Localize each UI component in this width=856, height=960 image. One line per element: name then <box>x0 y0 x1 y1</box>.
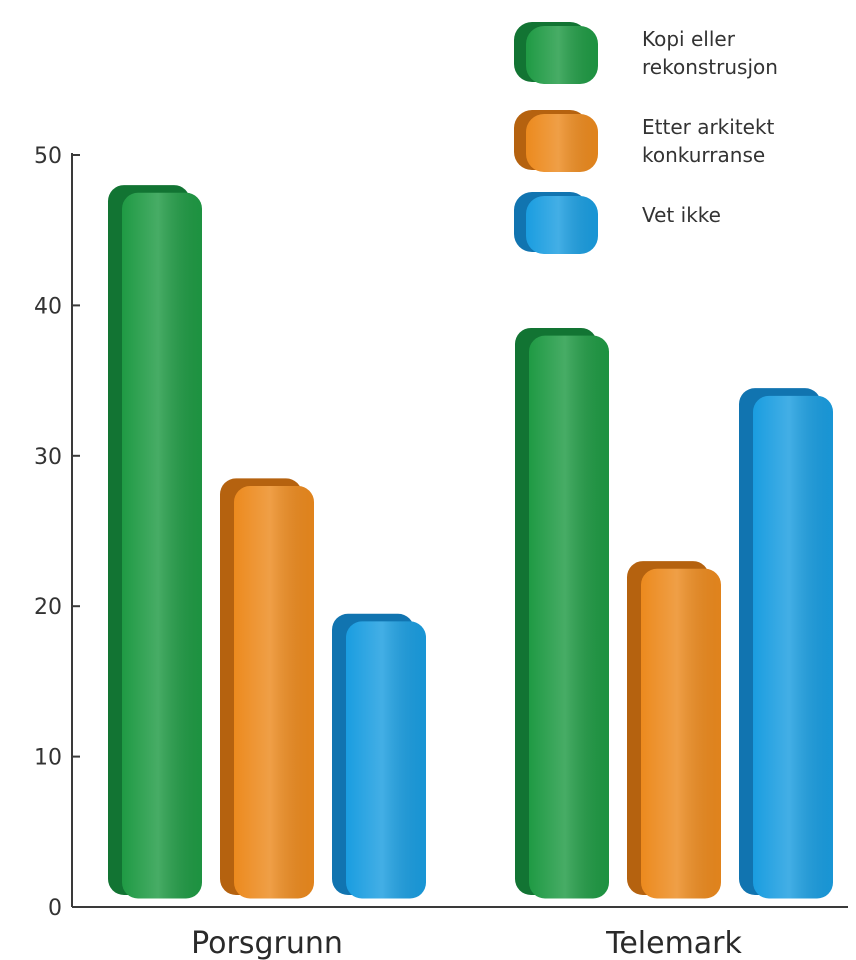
y-tick-label: 50 <box>34 144 62 169</box>
bar <box>515 327 609 899</box>
y-tick-label: 20 <box>34 595 62 620</box>
axes: 0 10 20 30 40 50 <box>34 144 848 921</box>
bar <box>739 388 833 899</box>
legend-swatch <box>514 110 598 172</box>
bar <box>220 478 314 899</box>
bars <box>108 185 833 899</box>
legend-swatch <box>514 192 598 254</box>
legend: Kopi eller rekonstrusjon Etter arkitekt kon… <box>514 22 778 254</box>
legend-swatch <box>514 22 598 84</box>
legend-label: rekonstrusjon <box>642 55 778 79</box>
legend-item: Kopi eller rekonstrusjon <box>514 22 778 84</box>
y-tick-label: 10 <box>34 746 62 771</box>
category-label: Telemark <box>605 926 742 960</box>
legend-item: Vet ikke <box>514 192 721 254</box>
category-label: Porsgrunn <box>191 926 343 960</box>
legend-item: Etter arkitekt konkurranse <box>514 110 775 172</box>
legend-label: Kopi eller <box>642 27 736 51</box>
bar <box>108 185 202 899</box>
y-tick-label: 40 <box>34 294 62 319</box>
category-labels: Porsgrunn Telemark <box>191 926 742 960</box>
legend-label: Vet ikke <box>642 203 721 227</box>
bar <box>332 613 426 899</box>
legend-label: konkurranse <box>642 143 765 167</box>
bar <box>627 561 721 899</box>
y-tick-label: 0 <box>48 896 62 921</box>
y-tick-label: 30 <box>34 445 62 470</box>
legend-label: Etter arkitekt <box>642 115 775 139</box>
